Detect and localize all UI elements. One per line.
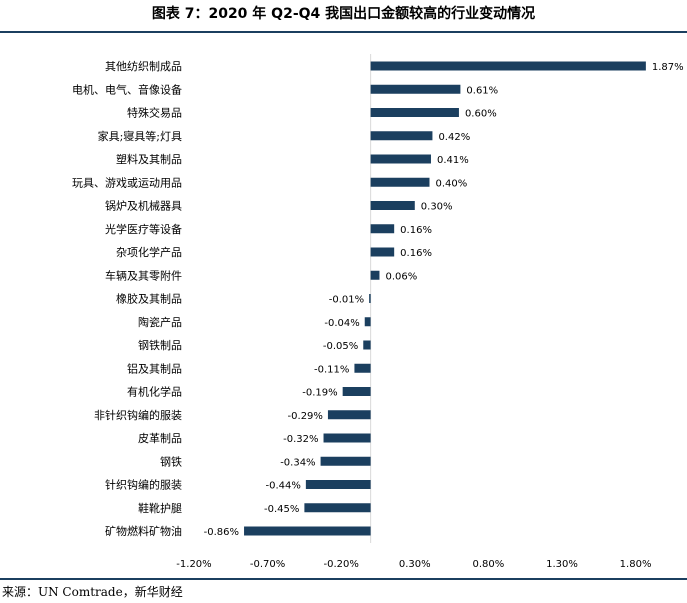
category-label: 非针织钩编的服装 <box>94 408 182 422</box>
bar-chart: 其他纺织制成品 1.87% 电机、电气、音像设备 0.61% 特殊交易品 0.60% 家具;… <box>72 54 684 570</box>
bar <box>370 247 395 257</box>
data-label: 0.40% <box>436 178 468 189</box>
category-label: 有机化学品 <box>127 385 182 399</box>
category-label: 橡胶及其制品 <box>116 292 182 306</box>
category-label: 特殊交易品 <box>127 106 182 120</box>
category-label: 陶瓷产品 <box>138 315 182 329</box>
chart-title: 图表 7：2020 年 Q2-Q4 我国出口金额较高的行业变动情况 <box>151 6 536 22</box>
category-label: 皮革制品 <box>138 431 182 445</box>
data-label: 0.42% <box>438 132 470 143</box>
bar <box>370 177 430 187</box>
bar <box>323 433 371 443</box>
bar <box>342 387 371 396</box>
bar <box>244 526 371 536</box>
bar <box>370 131 433 141</box>
bar <box>327 410 371 420</box>
category-label: 玩具、游戏或运动用品 <box>72 176 182 189</box>
x-tick-label: -0.70% <box>250 559 285 570</box>
x-tick-label: 0.80% <box>472 559 504 570</box>
bar <box>363 340 371 350</box>
data-label: -0.34% <box>280 457 315 468</box>
title-rule <box>0 31 687 33</box>
x-tick-label: -0.20% <box>323 559 358 570</box>
data-label: -0.29% <box>288 411 323 422</box>
category-label: 钢铁制品 <box>138 339 182 352</box>
bar <box>354 363 371 373</box>
x-tick-label: -1.20% <box>176 559 211 570</box>
category-label: 其他纺织制成品 <box>105 59 182 73</box>
category-label: 矿物燃料矿物油 <box>105 524 182 538</box>
data-label: -0.45% <box>264 504 299 515</box>
data-label: -0.19% <box>302 388 337 399</box>
bar <box>370 201 415 210</box>
category-label: 车辆及其零附件 <box>105 268 182 282</box>
category-label: 光学医疗等设备 <box>105 222 182 236</box>
bar <box>369 294 371 303</box>
category-label: 鞋靴护腿 <box>138 501 182 515</box>
x-tick-label: 1.80% <box>620 559 652 570</box>
x-tick-label: 0.30% <box>399 559 431 570</box>
data-label: -0.01% <box>329 295 364 306</box>
bar <box>305 480 371 489</box>
category-label: 家具;寝具等;灯具 <box>98 129 182 143</box>
data-label: -0.32% <box>283 434 318 445</box>
data-label: 0.06% <box>385 271 417 282</box>
bar <box>370 154 431 164</box>
bar <box>370 224 395 234</box>
data-label: -0.44% <box>265 481 300 492</box>
bar <box>370 108 459 117</box>
category-label: 钢铁 <box>160 455 182 468</box>
data-label: -0.05% <box>323 341 358 352</box>
category-label: 杂项化学产品 <box>116 245 182 259</box>
bar <box>320 456 371 466</box>
category-label: 锅炉及机械器具 <box>105 199 182 213</box>
bar <box>370 270 380 280</box>
data-label: 0.60% <box>465 109 497 120</box>
category-label: 塑料及其制品 <box>116 152 182 166</box>
bar <box>304 503 371 513</box>
category-label: 铝及其制品 <box>127 361 182 375</box>
data-label: -0.86% <box>204 527 239 538</box>
bar <box>370 84 461 94</box>
data-label: 0.16% <box>400 225 432 236</box>
data-label: 0.61% <box>466 85 498 96</box>
category-label: 针织钩编的服装 <box>105 478 182 492</box>
data-label: -0.04% <box>324 318 359 329</box>
category-label: 电机、电气、音像设备 <box>72 82 182 96</box>
data-label: 0.16% <box>400 248 432 259</box>
data-label: 0.30% <box>421 202 453 213</box>
source-rule <box>0 578 687 580</box>
bar <box>364 317 371 327</box>
data-label: 0.41% <box>437 155 469 166</box>
x-tick-label: 1.30% <box>546 559 578 570</box>
data-label: -0.11% <box>314 364 349 375</box>
source-note: 来源：UN Comtrade，新华财经 <box>2 585 183 599</box>
data-label: 1.87% <box>652 62 684 73</box>
bar <box>370 61 646 71</box>
